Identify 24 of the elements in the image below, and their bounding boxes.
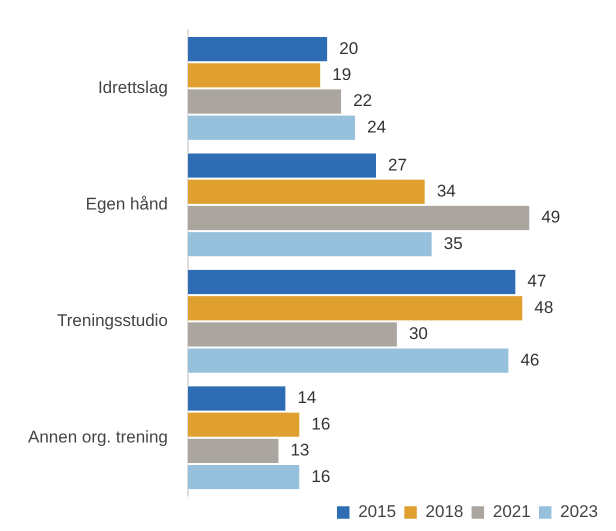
data-label: 49 — [541, 208, 560, 227]
data-label: 14 — [297, 388, 316, 408]
data-label: 16 — [311, 466, 330, 486]
data-label: 47 — [527, 272, 546, 291]
data-label: 20 — [339, 38, 358, 58]
data-label: 16 — [311, 414, 330, 434]
data-label: 48 — [534, 298, 554, 317]
y-tick-label: Egen hånd — [86, 194, 168, 214]
data-label: 13 — [290, 440, 310, 460]
y-tick-label: Idrettslag — [98, 78, 168, 98]
data-label: 34 — [436, 181, 456, 200]
data-label: 27 — [388, 155, 407, 174]
data-label: 35 — [444, 234, 463, 253]
data-label: 30 — [408, 324, 428, 344]
legend-label: 2023 — [560, 502, 598, 522]
legend-label: 2018 — [426, 502, 464, 522]
data-label: 22 — [353, 91, 372, 110]
legend-label: 2021 — [492, 502, 531, 522]
data-label: 24 — [367, 117, 386, 136]
y-tick-label: Annen org. trening — [28, 427, 168, 446]
data-label: 19 — [332, 65, 352, 84]
data-label: 46 — [520, 350, 540, 370]
legend-label: 2015 — [358, 502, 396, 522]
y-tick-label: Treningsstudio — [57, 311, 168, 330]
